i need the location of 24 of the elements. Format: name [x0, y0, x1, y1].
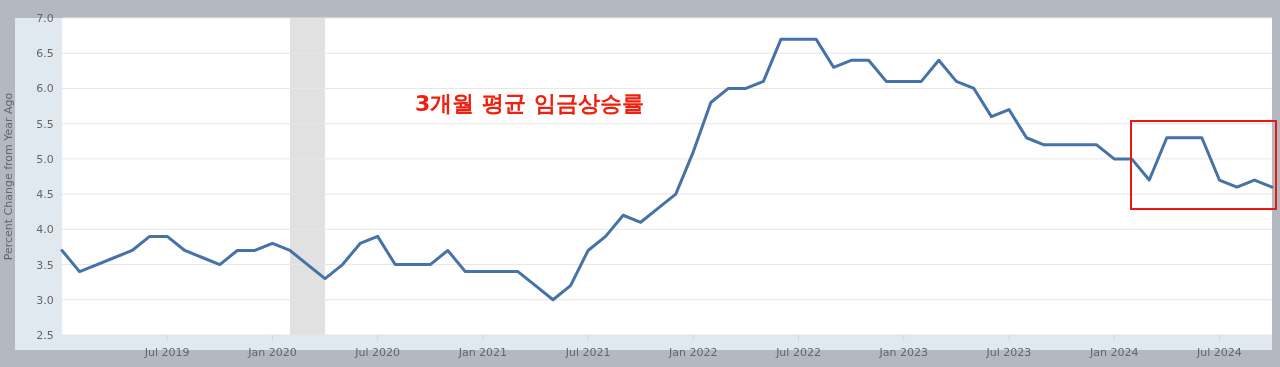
y-tick-label: 6.0 [36, 82, 54, 96]
line-series [60, 37, 1274, 302]
x-tick-label: Jan 2023 [878, 346, 928, 359]
x-tick-label: Jul 2019 [143, 346, 190, 359]
y-tick-label: 3.0 [36, 293, 54, 307]
x-tick-label: Jan 2021 [457, 346, 508, 359]
y-tick-label: 4.5 [36, 188, 54, 202]
annotation: 3개월 평균 임금상승률 [415, 91, 644, 116]
x-tick-label: Jan 2024 [1088, 346, 1139, 359]
x-tick-label: Jul 2020 [354, 346, 401, 359]
y-axis-title: Percent Change from Year Ago [2, 92, 15, 261]
y-tick-label: 5.0 [36, 152, 54, 166]
x-tick-label: Jul 2023 [985, 346, 1032, 359]
x-tick-label: Jan 2020 [247, 346, 297, 359]
y-tick-label: 5.5 [36, 117, 54, 131]
y-tick-label: 7.0 [36, 12, 54, 25]
x-tick-label: Jul 2021 [564, 346, 611, 359]
x-tick-label: Jan 2022 [668, 346, 718, 359]
y-tick-label: 3.5 [36, 258, 54, 272]
x-tick-label: Jul 2024 [1196, 346, 1242, 359]
y-tick-label: 2.5 [36, 329, 54, 342]
x-tick-label: Jul 2022 [775, 346, 821, 359]
y-tick-label: 4.0 [36, 223, 54, 237]
y-tick-label: 6.5 [36, 47, 54, 61]
